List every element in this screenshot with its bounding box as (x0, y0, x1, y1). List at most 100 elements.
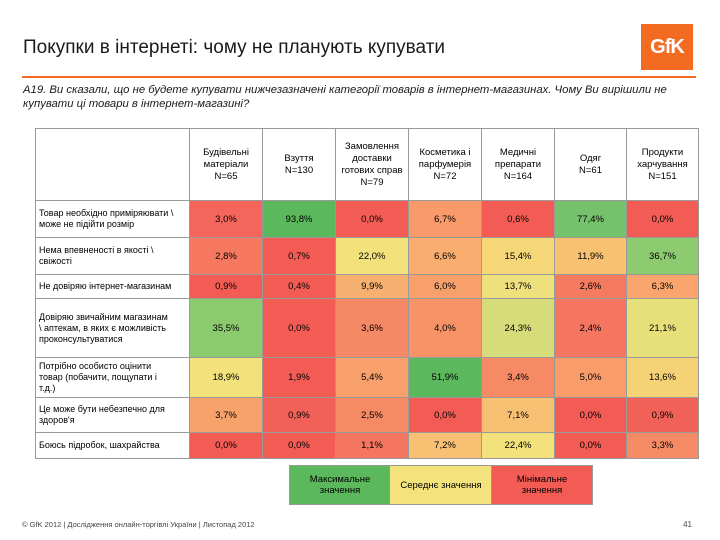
column-header-line: N=79 (360, 176, 384, 188)
column-header-line: Одяг (579, 152, 602, 164)
row-label-line: Нема впевненості в якості \ (39, 245, 154, 255)
value-cell: 2,6% (554, 274, 627, 299)
column-header: Замовлення доставки готових справ N=79 (335, 128, 409, 201)
column-header-line: парфумерія (418, 158, 472, 170)
value-cell: 0,0% (554, 397, 627, 433)
row-label: Нема впевненості в якості \ свіжості (35, 237, 190, 275)
column-header-line: N=72 (433, 170, 457, 182)
value-cell: 22,0% (335, 237, 409, 275)
value-cell: 6,6% (408, 237, 482, 275)
value-cell: 13,7% (481, 274, 555, 299)
value-cell: 0,0% (189, 432, 263, 459)
column-header-line: готових справ (341, 164, 403, 176)
column-header: Продукти харчування N=151 (626, 128, 699, 201)
gfk-logo: GfK (641, 24, 693, 70)
value-cell: 6,3% (626, 274, 699, 299)
column-header-line: Продукти (641, 146, 684, 158)
table-row: Нема впевненості в якості \ свіжості 2,8% 0… (35, 237, 699, 275)
value-cell: 0,0% (262, 298, 336, 358)
legend-max-label: Максимальне значення (309, 474, 371, 496)
survey-question: А19. Ви сказали, що не будете купувати н… (23, 84, 667, 110)
value-cell: 0,9% (189, 274, 263, 299)
value-cell: 0,4% (262, 274, 336, 299)
value-cell: 4,0% (408, 298, 482, 358)
column-header-line: N=151 (648, 170, 677, 182)
column-header-line: Будівельні (203, 146, 249, 158)
value-cell: 3,3% (626, 432, 699, 459)
value-cell: 3,0% (189, 200, 263, 238)
value-cell: 11,9% (554, 237, 627, 275)
value-cell: 1,1% (335, 432, 409, 459)
legend-min: Мінімальне значення (491, 465, 593, 505)
page-number: 41 (683, 520, 692, 529)
row-label-line: \ аптекам, в яких є можливість (39, 322, 166, 333)
column-header-line: матеріали (203, 158, 249, 170)
value-cell: 0,7% (262, 237, 336, 275)
value-cell: 6,7% (408, 200, 482, 238)
value-cell: 9,9% (335, 274, 409, 299)
column-header-line: Медичні (499, 146, 537, 158)
row-label: Це може бути небезпечно для здоров'я (35, 397, 190, 433)
column-header-line: препарати (494, 158, 542, 170)
value-cell: 0,0% (408, 397, 482, 433)
value-cell: 0,0% (626, 200, 699, 238)
row-label-line: Товар необхідно приміряювати \ (39, 208, 174, 218)
value-cell: 77,4% (554, 200, 627, 238)
column-header-line: Замовлення (344, 140, 400, 152)
row-label-line: здоров'я (39, 415, 75, 425)
legend-min-label: Мінімальне значення (516, 474, 568, 496)
table-corner (35, 128, 190, 201)
column-header-line: Косметика і (419, 146, 471, 158)
row-label: Товар необхідно приміряювати \ може не пі… (35, 200, 190, 238)
table-row: Боюсь підробок, шахрайства 0,0% 0,0% 1,1% 7,… (35, 432, 699, 459)
value-cell: 36,7% (626, 237, 699, 275)
value-cell: 24,3% (481, 298, 555, 358)
column-header-line: N=164 (503, 170, 533, 182)
row-label-line: т.д.) (39, 383, 56, 393)
value-cell: 93,8% (262, 200, 336, 238)
value-cell: 51,9% (408, 357, 482, 398)
row-label-line: Це може бути небезпечно для (39, 404, 165, 414)
table-row: Не довіряю інтернет-магазинам 0,9% 0,4% 9,9… (35, 274, 699, 299)
column-header: Косметика і парфумерія N=72 (408, 128, 482, 201)
table-row: Товар необхідно приміряювати \ може не пі… (35, 200, 699, 238)
value-cell: 0,0% (554, 432, 627, 459)
row-label-line: Боюсь підробок, шахрайства (39, 440, 160, 450)
results-table: Будівельні матеріали N=65 Взуття N=130 Замовл… (35, 128, 699, 459)
value-cell: 15,4% (481, 237, 555, 275)
value-cell: 2,8% (189, 237, 263, 275)
row-label: Потрібно особисто оцінити товар (побачити… (35, 357, 190, 398)
column-header-line: N=130 (284, 164, 314, 176)
column-header-line: доставки (352, 152, 392, 164)
row-label-line: проконсультуватися (39, 333, 123, 344)
value-cell: 35,5% (189, 298, 263, 358)
value-cell: 6,0% (408, 274, 482, 299)
value-cell: 22,4% (481, 432, 555, 459)
row-label-line: Потрібно особисто оцінити (39, 361, 152, 371)
table-row: Це може бути небезпечно для здоров'я 3,7% 0… (35, 397, 699, 433)
footer-text: © GfK 2012 | Дослідження онлайн-торгівлі… (22, 520, 255, 529)
column-header-line: Взуття (284, 152, 314, 164)
value-cell: 0,0% (262, 432, 336, 459)
value-cell: 1,9% (262, 357, 336, 398)
page-title: Покупки в інтернеті: чому не планують ку… (23, 37, 446, 58)
value-cell: 2,4% (554, 298, 627, 358)
value-cell: 3,7% (189, 397, 263, 433)
value-cell: 3,6% (335, 298, 409, 358)
column-header-line: N=65 (214, 170, 238, 182)
table-row: Довіряю звичайним магазинам \ аптекам, в … (35, 298, 699, 358)
column-header-line: N=61 (579, 164, 602, 176)
row-label-line: свіжості (39, 256, 72, 266)
value-cell: 5,4% (335, 357, 409, 398)
value-cell: 7,1% (481, 397, 555, 433)
row-label: Не довіряю інтернет-магазинам (35, 274, 190, 299)
value-cell: 0,9% (262, 397, 336, 433)
value-cell: 13,6% (626, 357, 699, 398)
row-label: Боюсь підробок, шахрайства (35, 432, 190, 459)
row-label-line: може не підійти розмір (39, 219, 135, 229)
value-cell: 3,4% (481, 357, 555, 398)
legend-max: Максимальне значення (289, 465, 391, 505)
value-cell: 18,9% (189, 357, 263, 398)
title-divider (22, 76, 696, 78)
row-label-line: Довіряю звичайним магазинам (39, 311, 168, 322)
